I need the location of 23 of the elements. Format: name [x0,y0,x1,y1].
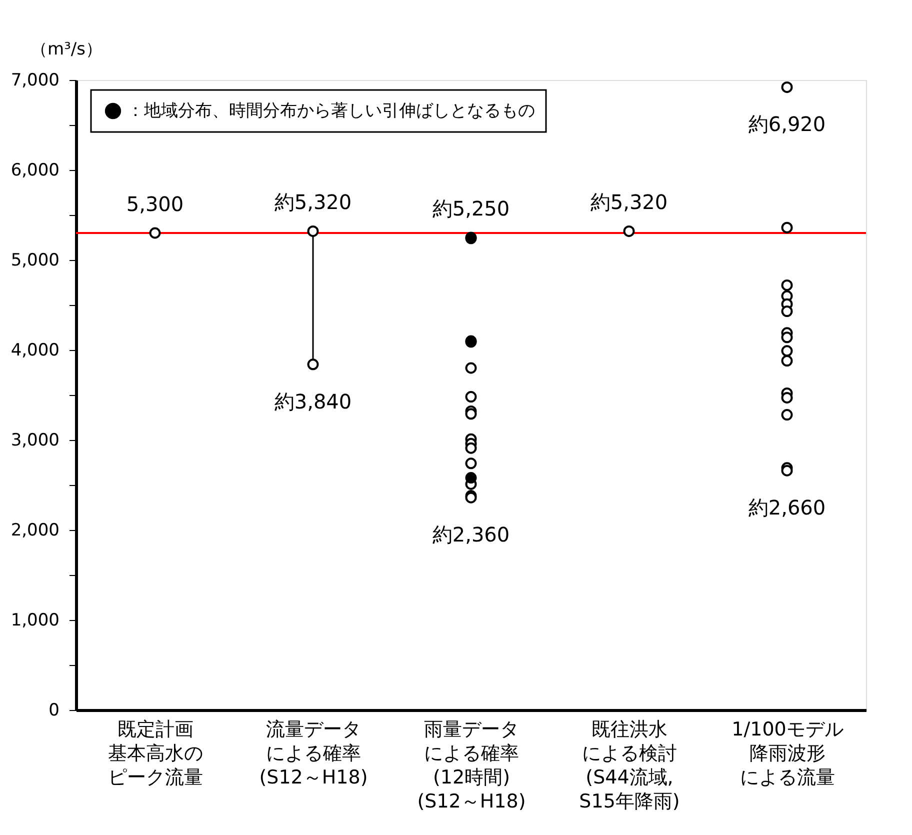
data-label: 5,300 [126,192,184,216]
y-tick-label: 2,000 [10,520,60,540]
data-label: 約5,320 [590,190,668,214]
y-tick-label: 0 [48,700,60,720]
x-tick-label: 1/100モデル降雨波形による流量 [732,718,844,788]
y-tick-label: 5,000 [10,250,60,270]
data-label: 約5,320 [274,190,352,214]
y-tick-label: 3,000 [10,430,60,450]
data-label: 約2,360 [432,522,510,547]
y-tick-label: 7,000 [10,70,60,90]
data-label: 約6,920 [748,112,826,136]
y-tick-label: 1,000 [10,610,60,630]
x-tick-label: 雨量データによる確率(12時間)(S12～H18) [417,718,526,812]
data-label: 約5,250 [432,196,510,220]
legend-label: ：地域分布、時間分布から著しい引伸ばしとなるもの [127,101,535,121]
y-tick-label: 6,000 [10,160,60,180]
x-tick-label: 既往洪水による検討(S44流域,S15年降雨) [579,718,680,812]
x-tick-label: 流量データによる確率(S12～H18) [259,718,368,788]
y-tick-label: 4,000 [10,340,60,360]
y-axis-title: （m³/s） [30,40,102,60]
data-label: 約3,840 [274,389,352,414]
data-label: 約2,660 [748,496,826,520]
x-tick-label: 既定計画基本高水のピーク流量 [108,718,203,788]
